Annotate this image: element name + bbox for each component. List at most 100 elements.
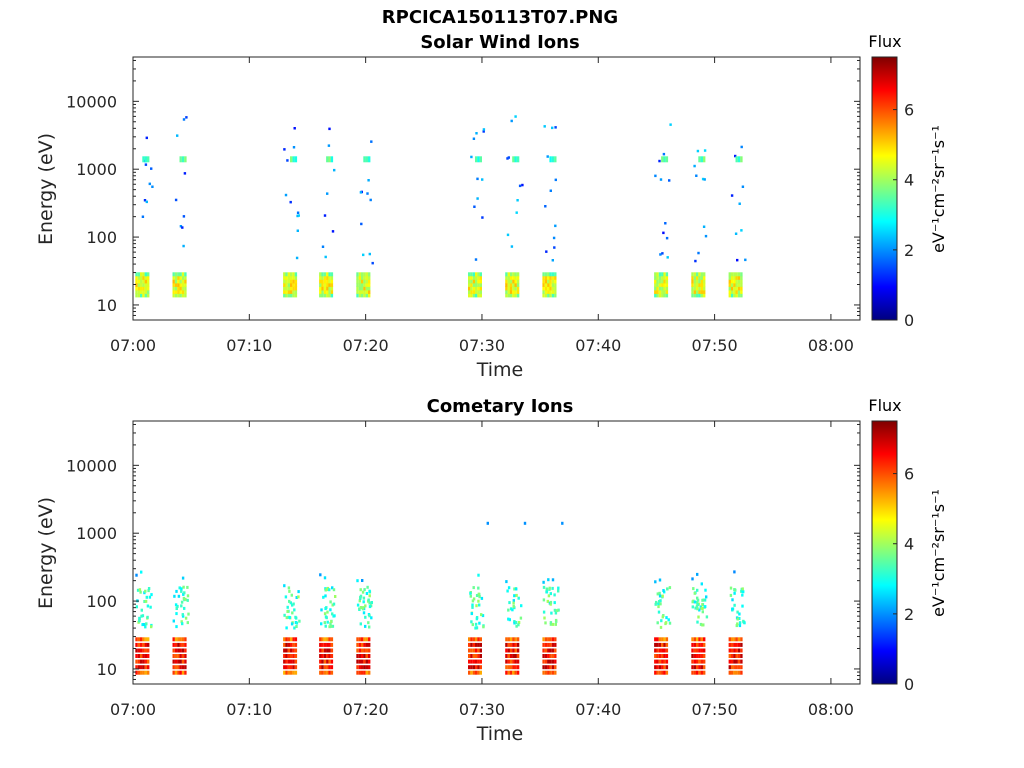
data-cell	[507, 617, 510, 621]
data-cell	[363, 642, 366, 647]
data-cell	[507, 586, 511, 590]
data-cell	[321, 245, 325, 248]
data-cell	[137, 272, 141, 277]
data-cell	[181, 622, 184, 626]
y-tick-label: 1000	[76, 524, 117, 543]
data-cell	[696, 654, 699, 658]
data-cell	[659, 178, 663, 181]
data-cell	[287, 586, 291, 590]
data-cell	[542, 585, 546, 589]
data-cell	[356, 637, 359, 642]
data-cell	[179, 648, 182, 653]
data-cell	[179, 659, 182, 664]
y-tick-label: 1000	[76, 160, 117, 179]
data-cell	[358, 599, 361, 603]
data-cell	[733, 293, 736, 298]
data-cell	[141, 215, 145, 218]
data-cell	[554, 126, 557, 129]
data-cell	[361, 648, 364, 653]
data-cell	[367, 621, 370, 625]
data-cell	[177, 275, 180, 280]
data-cell	[703, 286, 706, 291]
data-cell	[181, 293, 185, 298]
data-cell	[663, 279, 666, 284]
data-cell	[513, 594, 516, 598]
data-cell	[693, 600, 697, 604]
data-cell	[547, 275, 550, 280]
data-cell	[514, 621, 518, 624]
data-cell	[481, 216, 484, 219]
data-cell	[669, 123, 672, 126]
data-cell	[693, 591, 696, 595]
data-cell	[664, 621, 668, 625]
panel-2-xlabel: Time	[476, 723, 524, 745]
data-cell	[468, 637, 471, 642]
data-cell	[359, 606, 363, 609]
data-cell	[740, 589, 743, 593]
data-cell	[471, 603, 474, 607]
data-cell	[691, 642, 694, 647]
data-cell	[365, 286, 368, 291]
data-cell	[184, 286, 187, 291]
data-cell	[147, 670, 150, 675]
data-cell	[326, 654, 329, 658]
data-cell	[144, 642, 147, 647]
data-cell	[292, 665, 295, 670]
data-cell	[740, 272, 743, 277]
data-cell	[736, 617, 739, 621]
data-cell	[477, 654, 480, 658]
data-cell	[475, 604, 478, 608]
data-cell	[145, 200, 148, 204]
data-cell	[656, 670, 659, 675]
data-cell	[287, 275, 291, 280]
data-cell	[701, 610, 704, 614]
data-cell	[733, 665, 736, 670]
data-cell	[703, 648, 706, 653]
data-cell	[654, 174, 657, 178]
data-cell	[734, 232, 738, 235]
data-cell	[468, 286, 471, 291]
data-cell	[665, 272, 669, 277]
data-cell	[505, 637, 508, 642]
data-cell	[146, 615, 149, 619]
data-cell	[174, 279, 178, 284]
data-cell	[150, 625, 153, 629]
data-cell	[509, 275, 513, 280]
data-cell	[186, 621, 189, 625]
data-cell	[365, 272, 368, 277]
data-cell	[363, 665, 366, 670]
data-cell	[505, 279, 508, 284]
data-cell	[728, 670, 731, 675]
data-cell	[507, 293, 510, 298]
data-cell	[294, 665, 298, 670]
data-cell	[179, 156, 182, 163]
data-cell	[514, 282, 517, 287]
data-cell	[298, 619, 301, 623]
data-cell	[658, 289, 662, 294]
x-tick-label: 07:10	[226, 700, 272, 719]
data-cell	[703, 637, 706, 642]
data-cell	[696, 572, 699, 576]
data-cell	[472, 670, 476, 675]
data-cell	[323, 659, 327, 664]
data-cell	[174, 642, 178, 647]
data-cell	[509, 654, 513, 658]
data-cell	[661, 293, 664, 298]
data-cell	[361, 637, 364, 642]
data-cell	[179, 665, 182, 670]
data-cell	[472, 665, 476, 670]
data-cell	[734, 154, 737, 158]
data-cell	[661, 286, 664, 291]
data-cell	[517, 623, 520, 627]
figure-title: RPCICA150113T07.PNG	[381, 7, 619, 28]
data-cell	[144, 637, 147, 642]
data-cell	[365, 648, 368, 653]
data-cell	[471, 605, 474, 609]
data-cell	[549, 272, 552, 277]
data-cell	[324, 255, 327, 259]
data-cell	[656, 659, 659, 664]
data-cell	[140, 293, 143, 298]
data-cell	[292, 289, 295, 294]
data-cell	[470, 659, 473, 664]
data-cell	[656, 272, 659, 277]
